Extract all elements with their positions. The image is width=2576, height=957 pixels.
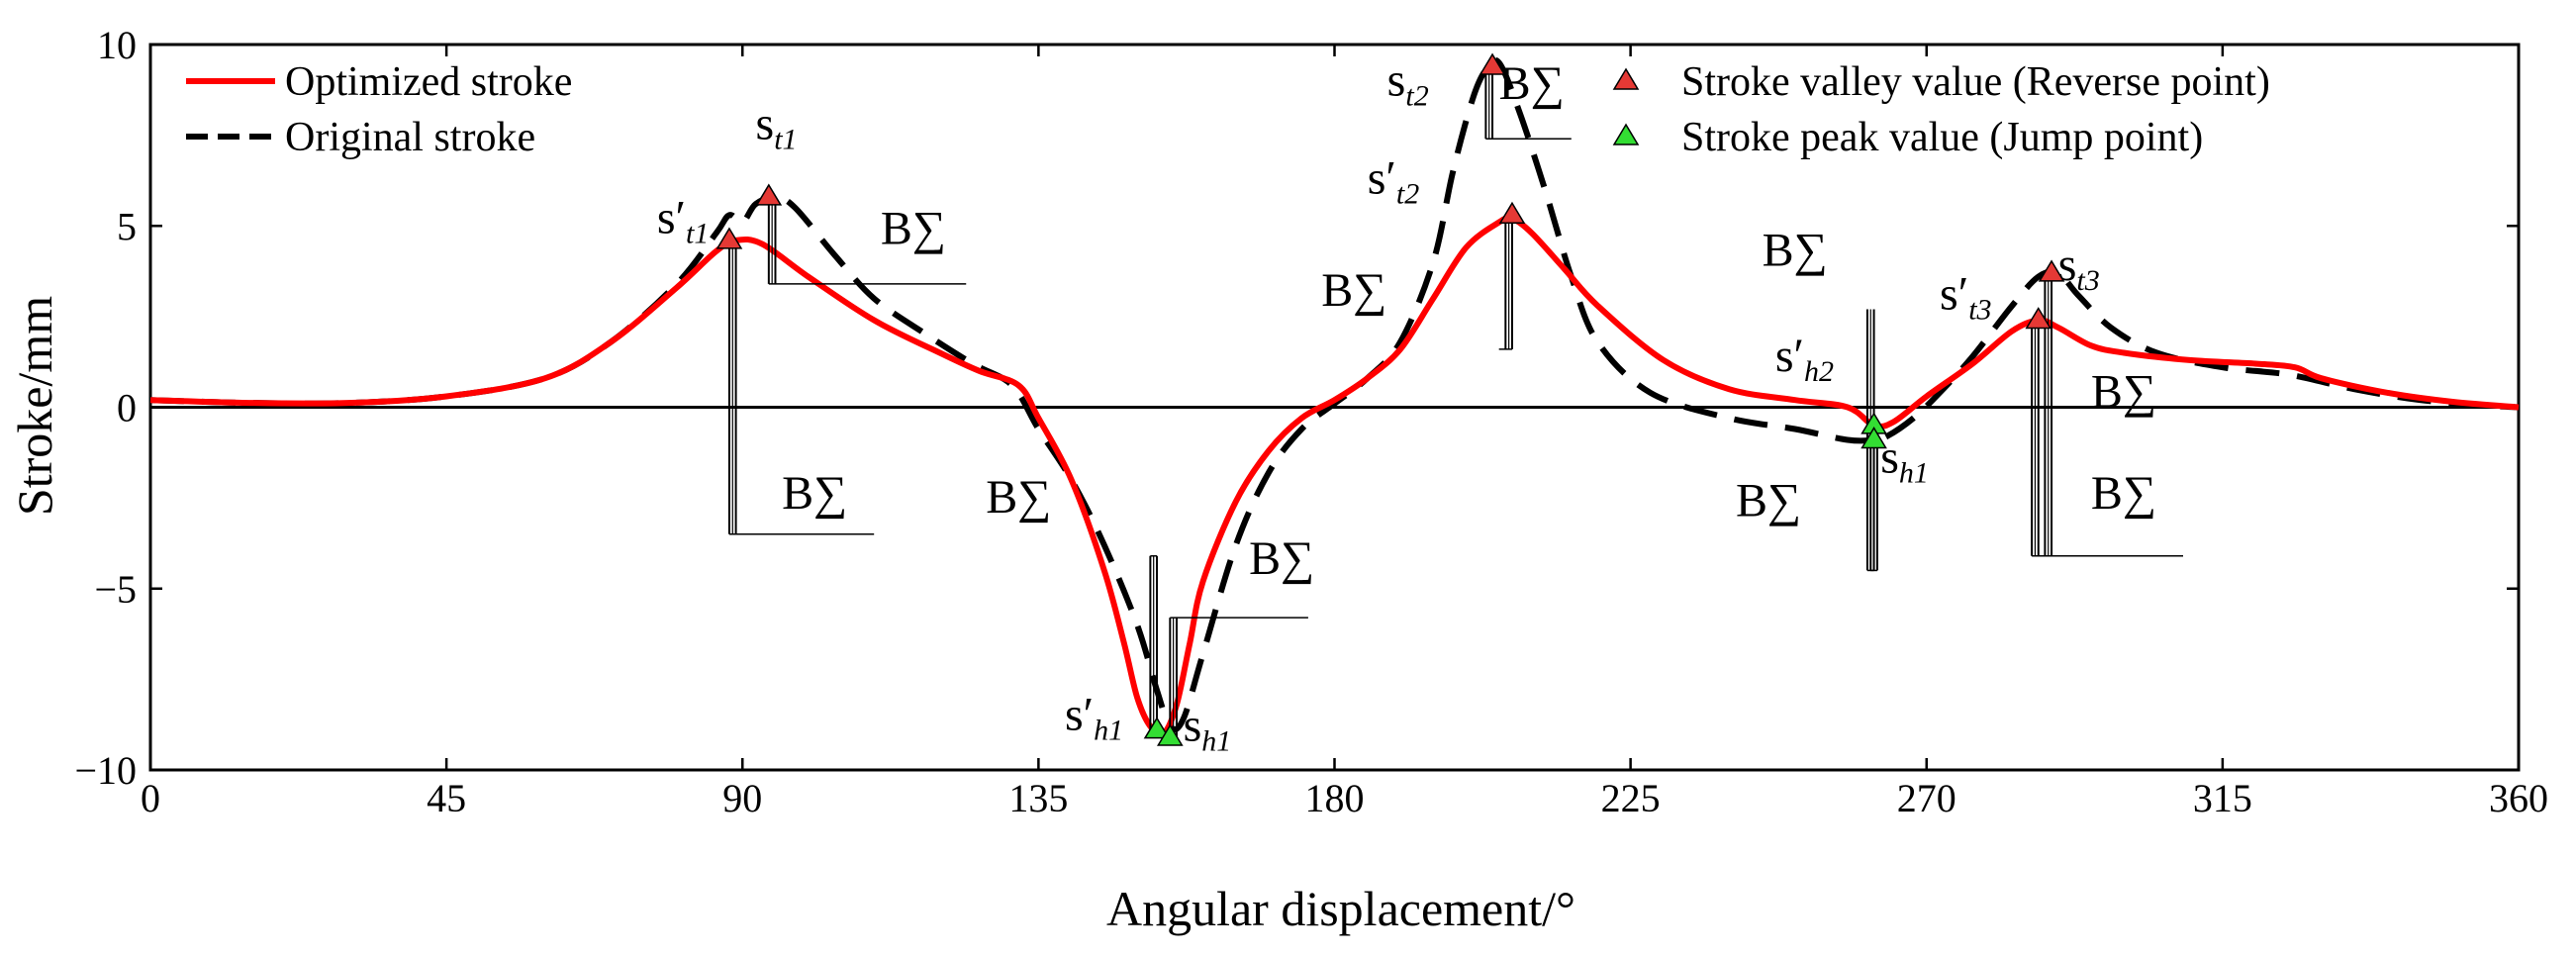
original-stroke-line bbox=[149, 56, 2520, 733]
point-label: s′t2 bbox=[1368, 151, 1420, 210]
point-label: st1 bbox=[756, 97, 798, 155]
legend-group: Optimized stroke Original stroke Stroke va… bbox=[186, 59, 2270, 160]
x-tick-label: 360 bbox=[2489, 776, 2548, 820]
bandwidth-label: B∑ bbox=[1249, 532, 1314, 585]
optimized-stroke-line bbox=[149, 214, 2520, 738]
series-group bbox=[149, 56, 2520, 738]
x-tick-label: 0 bbox=[141, 776, 160, 820]
peak-marker bbox=[1143, 717, 1171, 739]
x-tick-label: 225 bbox=[1601, 776, 1661, 820]
legend-label: Stroke peak value (Jump point) bbox=[1681, 115, 2203, 160]
valley-marker bbox=[1498, 201, 1526, 225]
point-label: s′t3 bbox=[1940, 268, 1992, 327]
bandwidth-label: B∑ bbox=[1499, 57, 1565, 110]
legend-label: Stroke valley value (Reverse point) bbox=[1681, 59, 2270, 105]
bandwidth-label: B∑ bbox=[881, 203, 946, 255]
bandwidth-label: B∑ bbox=[2091, 366, 2156, 419]
valley-marker bbox=[755, 183, 783, 206]
x-tick-label: 135 bbox=[1008, 776, 1068, 820]
legend-label: Original stroke bbox=[285, 115, 535, 160]
peak-marker bbox=[1156, 723, 1184, 746]
point-label: sh1 bbox=[1184, 700, 1232, 758]
x-axis-title: Angular displacement/° bbox=[1106, 881, 1575, 936]
point-label: s′t1 bbox=[657, 192, 710, 250]
x-tick-label: 90 bbox=[722, 776, 762, 820]
valley-marker bbox=[716, 227, 743, 249]
bandwidth-label: B∑ bbox=[1321, 264, 1386, 317]
x-tick-label: 180 bbox=[1305, 776, 1365, 820]
y-tick-label: −5 bbox=[94, 567, 137, 612]
peak-marker bbox=[1860, 427, 1887, 449]
point-label: s′h2 bbox=[1775, 330, 1834, 388]
point-label: st3 bbox=[2058, 239, 2100, 297]
bandwidth-label: B∑ bbox=[1763, 225, 1828, 277]
legend-peak-swatch bbox=[1612, 123, 1640, 145]
valley-marker bbox=[1479, 52, 1506, 75]
axes-group: 0 45 90 135 180 225 270 315 360 −10 −5 0 5 10 bbox=[74, 23, 2548, 820]
x-tick-label: 270 bbox=[1897, 776, 1956, 820]
y-tick-label: 0 bbox=[117, 386, 137, 431]
y-axis-title: Stroke/mm bbox=[7, 296, 62, 516]
bandwidth-label: B∑ bbox=[2091, 467, 2156, 520]
point-label: s′h1 bbox=[1065, 689, 1123, 747]
x-tick-label: 45 bbox=[427, 776, 466, 820]
x-tick-label: 315 bbox=[2193, 776, 2252, 820]
point-label: st2 bbox=[1387, 53, 1429, 112]
bandwidth-label: B∑ bbox=[986, 471, 1051, 524]
bandwidth-label: B∑ bbox=[782, 467, 847, 520]
y-tick-label: 5 bbox=[117, 204, 137, 248]
valley-marker bbox=[2025, 307, 2052, 330]
valley-marker bbox=[2038, 259, 2065, 282]
point-label: sh1 bbox=[1880, 431, 1929, 489]
legend-label: Optimized stroke bbox=[285, 59, 572, 105]
annotations-group: B∑ B∑ B∑ B∑ B∑ B∑ B∑ B∑ B∑ B∑ s′t1 st1 st2 s′t2 s′t3 st… bbox=[657, 53, 2183, 758]
bandwidth-label: B∑ bbox=[1736, 474, 1801, 526]
legend-valley-swatch bbox=[1612, 67, 1640, 90]
y-tick-label: −10 bbox=[74, 748, 137, 793]
markers-group bbox=[716, 52, 2065, 746]
y-tick-label: 10 bbox=[97, 23, 137, 67]
